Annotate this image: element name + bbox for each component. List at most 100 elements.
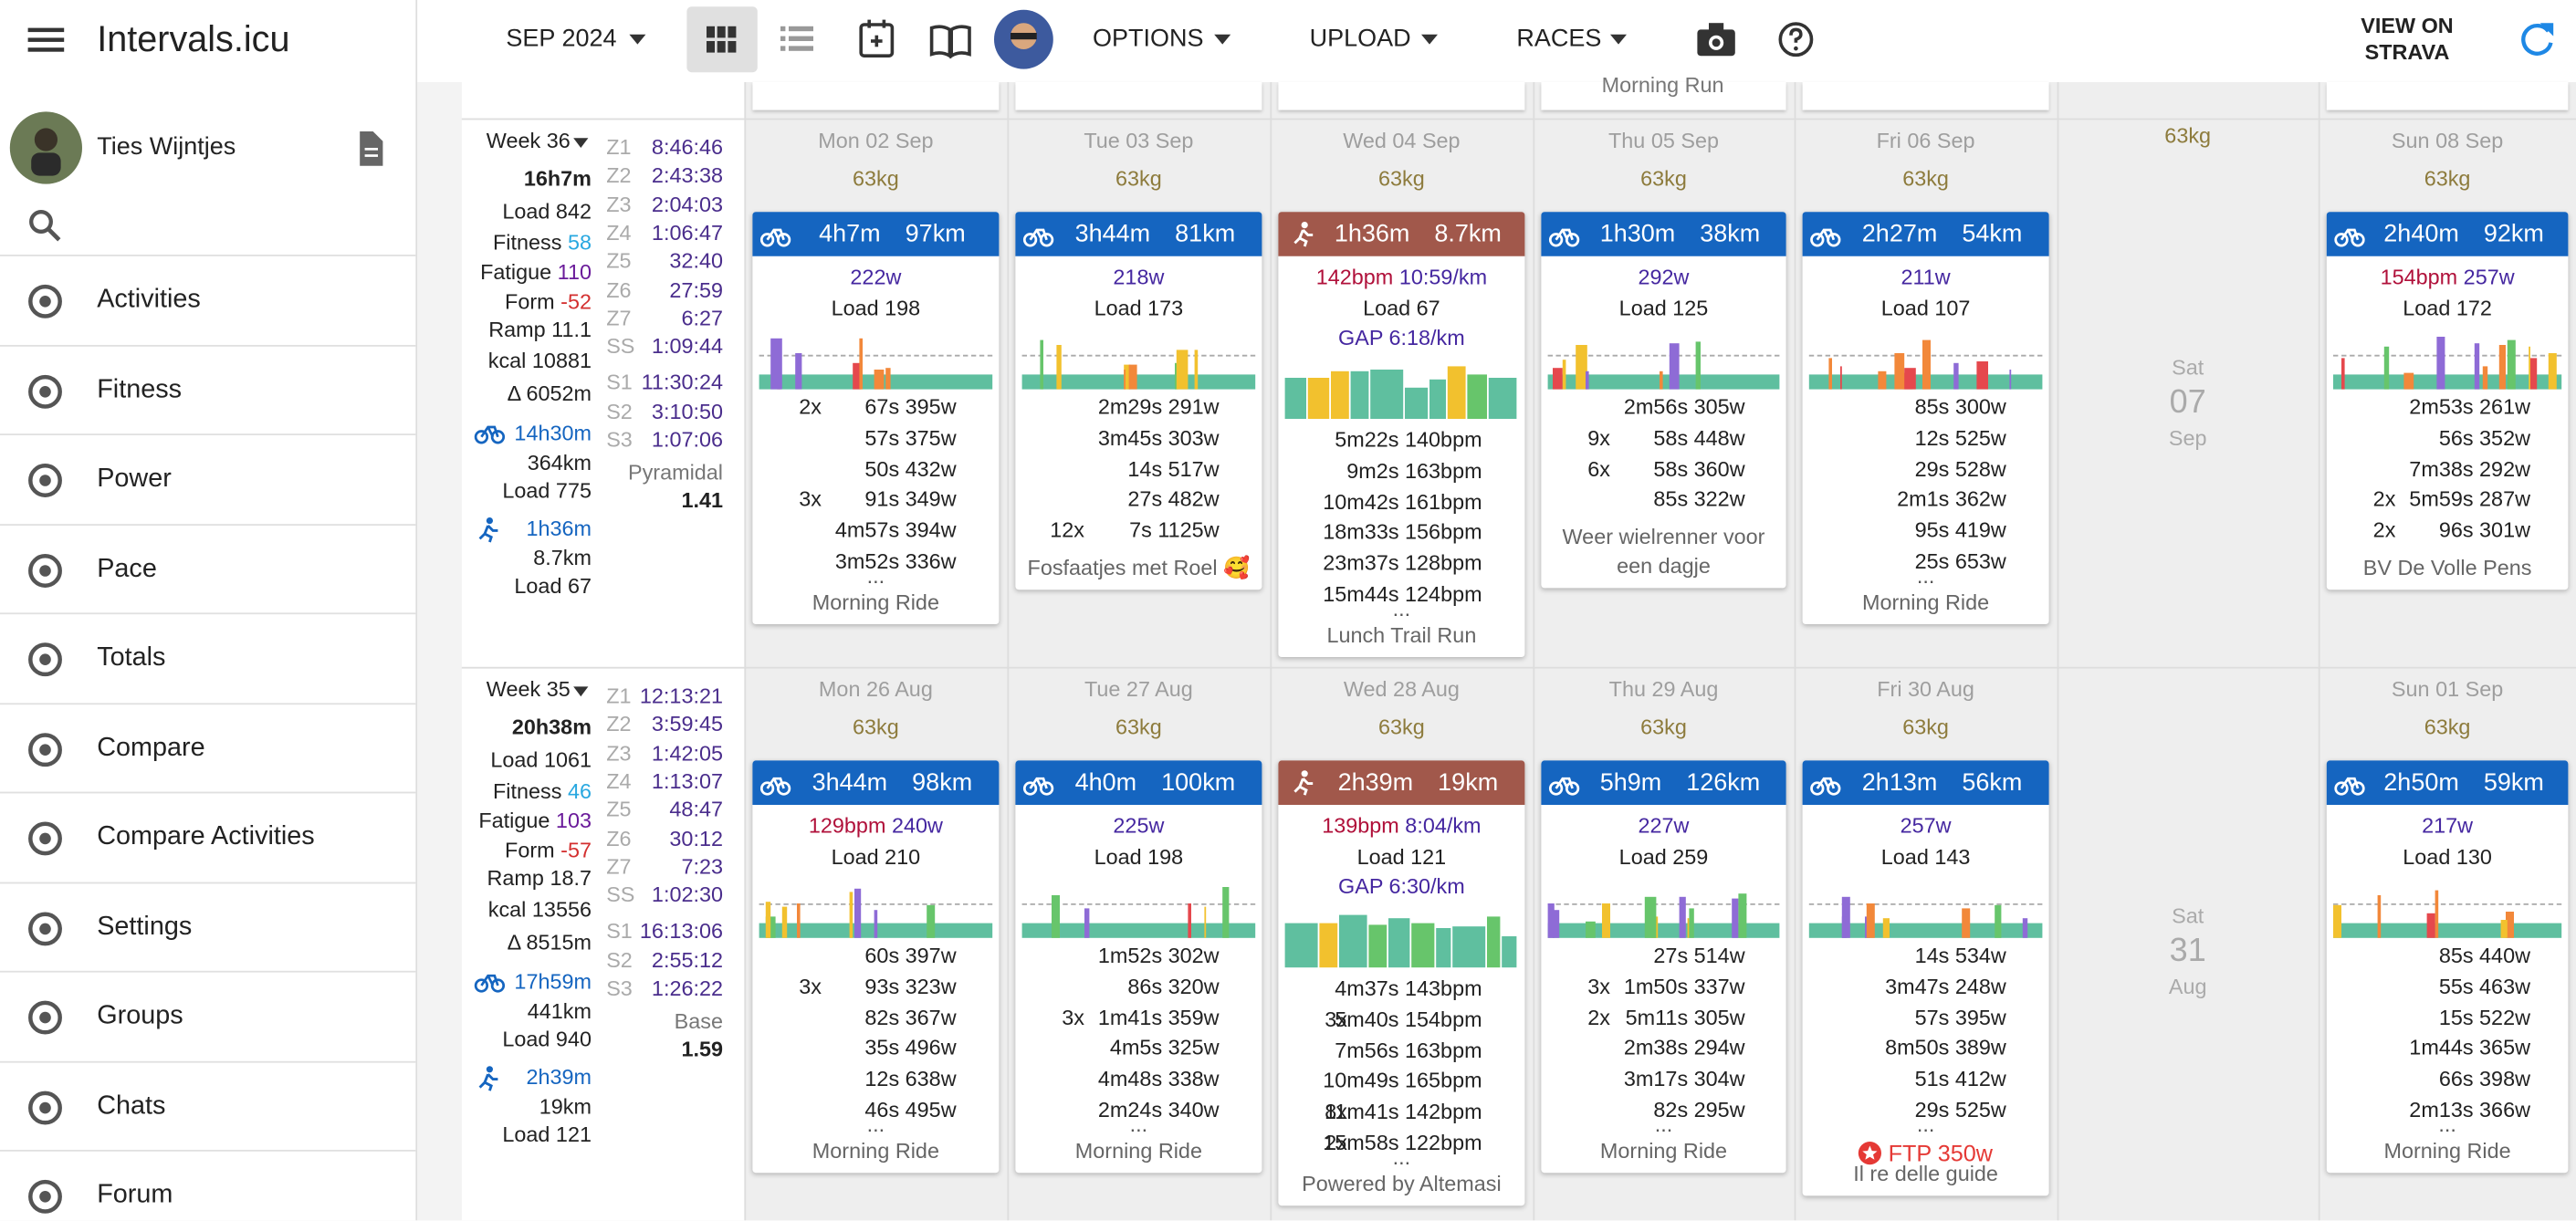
activity-card[interactable] — [1278, 760, 1525, 1206]
nav-icon[interactable] — [28, 642, 63, 677]
nav-icon[interactable] — [28, 1090, 63, 1124]
week-label[interactable]: Week 35 — [486, 676, 571, 702]
icon-part — [28, 642, 62, 677]
list-icon[interactable] — [780, 26, 813, 53]
prev-card-remnant — [1015, 82, 1262, 110]
upload-menu[interactable]: UPLOAD — [1309, 25, 1411, 53]
calendar-add-icon[interactable] — [859, 19, 895, 57]
nav-item[interactable]: Fitness — [97, 375, 183, 403]
chart-bar — [782, 906, 787, 938]
nav-item[interactable]: Chats — [97, 1091, 166, 1120]
summary-hr: 142bpm — [1315, 264, 1394, 289]
nav-icon[interactable] — [28, 911, 63, 945]
icon-part — [1548, 781, 1564, 796]
week-stat: Fitness 46 — [493, 777, 592, 806]
distribution-value: 1.41 — [681, 487, 723, 513]
icon-part — [480, 974, 499, 986]
search-icon[interactable] — [28, 209, 61, 242]
nav-item[interactable]: Compare Activities — [97, 822, 315, 851]
nav-icon[interactable] — [28, 821, 63, 856]
camera-icon[interactable] — [1697, 23, 1735, 57]
nav-icon[interactable] — [28, 1000, 63, 1035]
sweet-label: S3 — [606, 976, 633, 1001]
races-menu[interactable]: RACES — [1516, 25, 1602, 53]
stat-label: Form — [505, 288, 555, 314]
chart-bar — [1680, 897, 1687, 938]
interval-value: 23m37s 128bpm — [1323, 550, 1482, 576]
card-title: 2h27m 54km — [1842, 212, 2043, 256]
activity-card[interactable] — [1278, 212, 1525, 657]
activity-card[interactable] — [1802, 760, 2049, 1196]
grid-view-button — [686, 6, 758, 73]
interval-value: 1m41s 359w — [1097, 1004, 1220, 1029]
interval-value: 29s 528w — [1914, 455, 2006, 481]
help-icon[interactable] — [1778, 21, 1815, 57]
icon-part — [1039, 781, 1054, 796]
icon-part — [2539, 23, 2554, 37]
nav-icon[interactable] — [28, 373, 63, 409]
week-caret[interactable] — [573, 138, 589, 148]
options-menu[interactable]: OPTIONS — [1093, 25, 1204, 53]
nav-item[interactable]: Power — [97, 464, 172, 493]
sat-num: 31 — [2169, 933, 2206, 969]
chart-bar — [2529, 346, 2531, 390]
interval-value: 4m48s 338w — [1097, 1066, 1220, 1091]
nav-item[interactable]: Activities — [97, 286, 201, 314]
nav-item[interactable]: Forum — [97, 1181, 173, 1209]
interval-value: 9m2s 163bpm — [1346, 457, 1482, 483]
icon-part — [1794, 46, 1798, 51]
nav-item[interactable]: Groups — [97, 1002, 183, 1030]
week-caret[interactable] — [573, 686, 589, 697]
interval-value: 46s 495w — [864, 1097, 957, 1122]
book-icon[interactable] — [929, 25, 971, 59]
ftp-value: FTP 350w — [1888, 1140, 1993, 1166]
nav-item[interactable]: Totals — [97, 643, 166, 673]
nav-icon[interactable] — [28, 284, 63, 318]
chart-bar — [1331, 371, 1349, 419]
view-on-strava[interactable]: STRAVA — [2364, 39, 2450, 65]
nav-item[interactable]: Settings — [97, 912, 193, 941]
summary-w: 225w — [1113, 813, 1165, 838]
activity-card[interactable] — [1015, 760, 1262, 1174]
day-date: Thu 05 Sep — [1608, 128, 1719, 153]
activity-card[interactable] — [1541, 212, 1786, 590]
nav-icon[interactable] — [28, 464, 63, 498]
user-doc-icon[interactable] — [357, 131, 383, 166]
nav-icon[interactable] — [28, 553, 63, 588]
chart-bar — [1828, 358, 1832, 390]
chart-bar — [1696, 341, 1701, 390]
icon-part — [780, 46, 786, 51]
icon-part — [29, 210, 53, 234]
nav-icon[interactable] — [28, 732, 63, 767]
activity-card[interactable] — [752, 212, 1000, 624]
chart-bar — [2340, 359, 2345, 390]
interval-more: ... — [1129, 1111, 1148, 1137]
chart-bar — [1839, 367, 1842, 390]
summary-hr: 139bpm — [1322, 813, 1399, 838]
activity-card[interactable] — [1015, 212, 1262, 590]
refresh-icon[interactable] — [2518, 21, 2555, 57]
nav-item[interactable]: Compare — [97, 733, 205, 762]
activity-card[interactable] — [1541, 760, 1786, 1174]
nav-item[interactable]: Pace — [97, 554, 157, 583]
icon-part — [1862, 1145, 1878, 1160]
week-label[interactable]: Week 36 — [486, 128, 571, 153]
athlete-avatar[interactable] — [994, 9, 1053, 69]
sat-day: Sat — [2172, 903, 2204, 928]
menu-icon[interactable] — [27, 25, 65, 54]
activity-name: Powered by Altemasi — [1302, 1171, 1502, 1196]
nav-icon[interactable] — [28, 1179, 63, 1214]
view-on-strava[interactable]: VIEW ON — [2361, 13, 2454, 38]
interval-value: 91s 349w — [864, 486, 957, 512]
month-picker[interactable]: SEP 2024 — [506, 25, 617, 53]
stat-label: Load — [502, 198, 550, 224]
activity-card[interactable] — [1802, 212, 2049, 624]
chart-bar — [1553, 367, 1563, 390]
activity-card[interactable] — [2326, 760, 2569, 1174]
interval-value: 58s 448w — [1653, 424, 1745, 450]
activity-card[interactable] — [2326, 212, 2569, 590]
interval-value: 2m24s 340w — [1097, 1097, 1220, 1122]
activity-card[interactable] — [752, 760, 1000, 1174]
grid-icon[interactable] — [707, 26, 737, 53]
interval-value: 1m44s 365w — [2409, 1035, 2530, 1060]
